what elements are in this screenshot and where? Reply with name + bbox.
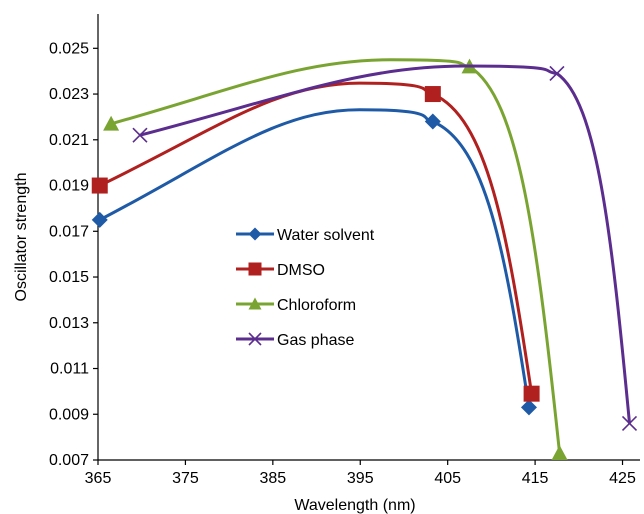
data-point-marker [523,385,540,402]
series-line [139,64,632,424]
data-point-marker [248,297,262,310]
x-tick-label: 425 [609,470,636,487]
y-tick-label: 0.017 [49,223,89,240]
y-tick-label: 0.013 [49,315,89,332]
x-tick-label: 395 [347,470,374,487]
y-tick-labels: 0.007 0.009 0.011 0.013 0.015 0.017 0.019 0.021… [49,40,98,469]
legend-entry: Water solvent [236,227,375,244]
data-point-marker [248,262,262,276]
y-tick-label: 0.015 [49,269,89,286]
data-point-marker [248,227,262,241]
series-dmso [91,81,540,402]
x-tick-label: 385 [259,470,286,487]
series-line [110,58,562,454]
series-chloroform [103,58,568,460]
legend-label: Water solvent [277,227,375,244]
series-line [99,108,531,408]
data-point-marker [103,115,120,131]
legend-label: Chloroform [277,297,356,314]
x-tick-label: 365 [85,470,112,487]
legend: Water solvent DMSO Chloroform Gas phase [236,227,375,349]
legend-entry: DMSO [236,262,325,279]
y-tick-label: 0.007 [49,452,89,469]
legend-entry: Gas phase [236,332,354,349]
data-point-marker [424,113,441,130]
data-point-marker [520,399,537,416]
data-point-marker [551,445,568,460]
series-layer [91,58,638,460]
x-tick-labels: 365 375 385 395 405 415 425 [85,460,636,487]
x-axis-title: Wavelength (nm) [294,497,415,514]
data-point-marker [91,211,108,228]
y-tick-label: 0.021 [49,132,89,149]
y-tick-label: 0.019 [49,178,89,195]
legend-label: DMSO [277,262,325,279]
data-point-marker [91,177,108,194]
y-tick-label: 0.025 [49,40,89,57]
data-point-marker [424,86,441,103]
legend-entry: Chloroform [236,297,356,314]
x-tick-label: 405 [434,470,461,487]
x-tick-label: 415 [522,470,549,487]
y-tick-label: 0.009 [49,406,89,423]
data-point-marker [549,65,565,82]
legend-label: Gas phase [277,332,354,349]
data-point-marker [132,127,148,143]
data-point-marker [621,415,638,431]
series-gas-phase [132,64,638,431]
series-line [99,81,534,394]
axes [97,14,640,461]
x-tick-label: 375 [172,470,199,487]
y-tick-label: 0.011 [50,361,89,378]
y-tick-label: 0.023 [49,86,89,103]
y-axis-title: Oscillator strength [13,173,30,302]
series-water-solvent [91,108,537,416]
data-point-marker [248,332,262,346]
